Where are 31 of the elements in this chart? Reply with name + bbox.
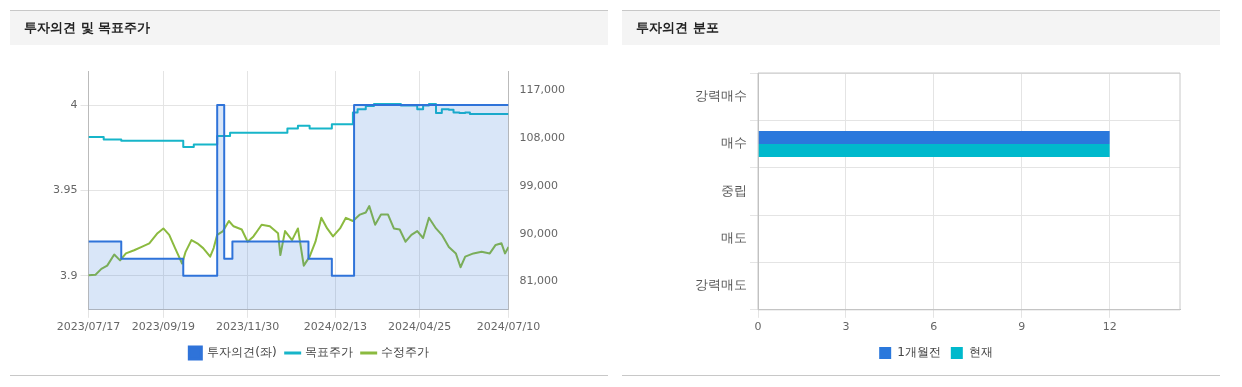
x-tick-label: 2024/07/10 <box>476 320 541 334</box>
x-tick-label: 2024/04/25 <box>387 320 452 334</box>
x-tick-label: 6 <box>930 320 938 334</box>
x-tick-label: 3 <box>842 320 850 334</box>
y-tick-label: 강력매수 <box>695 88 747 104</box>
x-tick-label: 0 <box>754 320 762 334</box>
y-tick-label: 3.95 <box>52 183 78 197</box>
legend-label: 수정주가 <box>380 345 429 360</box>
y2-tick-label: 108,000 <box>519 130 566 144</box>
y2-tick-label: 81,000 <box>519 274 559 288</box>
x-tick-label: 2023/09/19 <box>131 320 196 334</box>
y2-tick-label: 90,000 <box>519 226 559 240</box>
x-tick-label: 12 <box>1102 320 1117 334</box>
chart-title: 투자의견 분포 <box>622 11 1220 45</box>
legend-label: 투자의견(좌) <box>207 345 277 360</box>
chart-title: 투자의견 및 목표주가 <box>10 11 608 45</box>
x-tick-label: 2023/07/17 <box>56 320 121 334</box>
x-tick-label: 2023/11/30 <box>215 320 280 334</box>
x-tick-label: 9 <box>1018 320 1026 334</box>
y-tick-label: 3.9 <box>59 268 78 282</box>
y-tick-label: 매수 <box>721 135 747 151</box>
y2-tick-label: 117,000 <box>519 83 566 97</box>
legend-label: 목표주가 <box>304 345 353 360</box>
y-tick-label: 중립 <box>721 182 747 198</box>
x-tick-label: 2024/02/13 <box>303 320 368 334</box>
legend-label: 현재 <box>968 345 993 360</box>
y2-tick-label: 99,000 <box>519 178 559 192</box>
legend-label: 1개월전 <box>897 345 941 360</box>
y-tick-label: 4 <box>70 97 78 111</box>
y-tick-label: 강력매도 <box>695 277 747 293</box>
y-tick-label: 매도 <box>721 230 747 246</box>
